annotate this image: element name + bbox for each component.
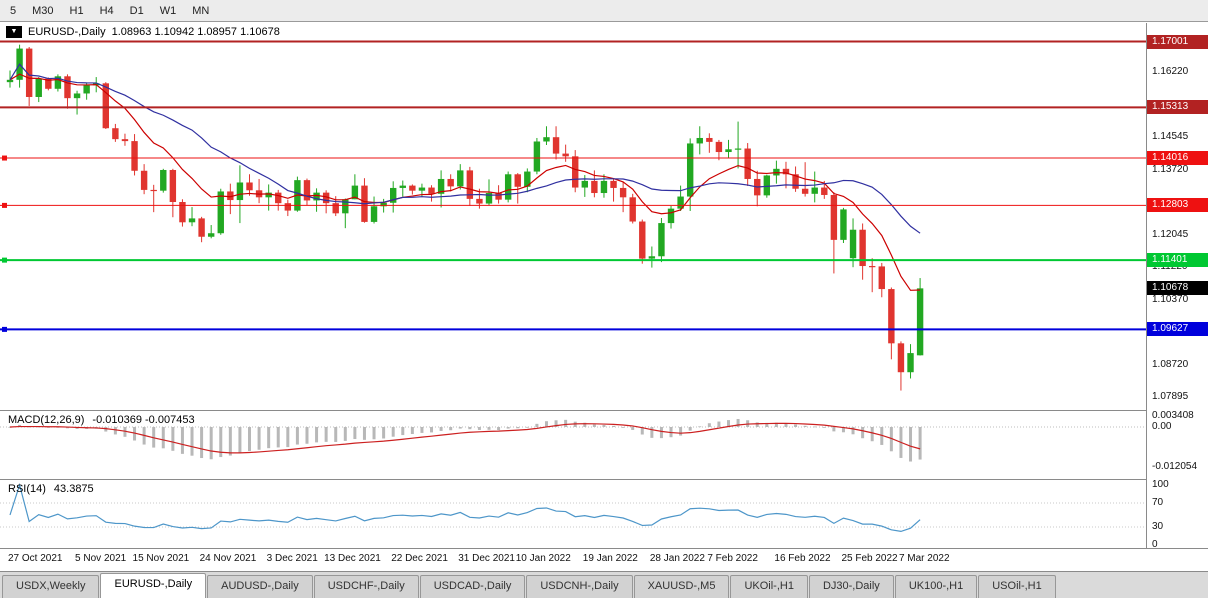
ohlc-values: 1.08963 1.10942 1.08957 1.10678 xyxy=(111,26,280,38)
moving-averages xyxy=(9,63,921,291)
rsi-axis-label: 0 xyxy=(1152,539,1158,550)
timeframe-button-h4[interactable]: H4 xyxy=(99,4,114,17)
date-axis-label: 13 Dec 2021 xyxy=(324,553,381,564)
timeframe-button-mn[interactable]: MN xyxy=(192,4,210,17)
price-level-badge-1.17001: 1.17001 xyxy=(1147,34,1208,49)
date-axis-label: 16 Feb 2022 xyxy=(774,553,831,564)
rsi-name: RSI(14) xyxy=(8,483,46,495)
rsi-pane[interactable] xyxy=(0,480,1146,548)
chart-tab-ukoil-h1[interactable]: UKOil-,H1 xyxy=(730,575,808,598)
chart-tab-audusd-daily[interactable]: AUDUSD-,Daily xyxy=(207,575,313,598)
timeframe-button-d1[interactable]: D1 xyxy=(129,4,144,17)
chart-tab-usdcad-daily[interactable]: USDCAD-,Daily xyxy=(419,575,526,598)
macd-label: MACD(12,26,9) -0.010369 -0.007453 xyxy=(8,414,195,426)
date-axis-label: 10 Jan 2022 xyxy=(515,553,571,564)
candlesticks xyxy=(6,44,924,391)
line-anchor-marker[interactable] xyxy=(2,202,7,208)
line-anchor-marker[interactable] xyxy=(2,257,7,263)
date-axis-label: 28 Jan 2022 xyxy=(649,553,705,564)
rsi-label: RSI(14) 43.3875 xyxy=(8,483,94,495)
date-axis-label: 25 Feb 2022 xyxy=(841,553,898,564)
date-axis-label: 5 Nov 2021 xyxy=(75,553,127,564)
macd-axis-label: -0.012054 xyxy=(1152,460,1198,472)
date-axis-label: 27 Oct 2021 xyxy=(8,553,63,564)
timeframe-button-h1[interactable]: H1 xyxy=(69,4,84,17)
date-axis-label: 3 Dec 2021 xyxy=(266,553,318,564)
date-axis-label: 22 Dec 2021 xyxy=(391,553,448,564)
price-axis-label: 1.10370 xyxy=(1152,294,1189,306)
chart-tab-dj30-daily[interactable]: DJ30-,Daily xyxy=(808,575,894,598)
macd-pane[interactable] xyxy=(0,411,1146,479)
price-level-badge-1.15313: 1.15313 xyxy=(1147,100,1208,115)
price-level-badge-1.14016: 1.14016 xyxy=(1147,151,1208,166)
price-level-badge-1.12803: 1.12803 xyxy=(1147,198,1208,213)
symbol-period-label: EURUSD-,Daily xyxy=(28,26,106,38)
macd-axis-label: 0.003408 xyxy=(1152,409,1194,421)
price-axis-label: 1.13720 xyxy=(1152,163,1189,175)
date-axis-label: 19 Jan 2022 xyxy=(582,553,638,564)
price-level-badge-1.09627: 1.09627 xyxy=(1147,322,1208,337)
date-axis-label: 15 Nov 2021 xyxy=(132,553,190,564)
timeframe-button-5[interactable]: 5 xyxy=(10,4,17,17)
macd-name: MACD(12,26,9) xyxy=(8,414,85,426)
rsi-axis-label: 30 xyxy=(1152,521,1164,532)
rsi-axis-label: 100 xyxy=(1152,479,1169,490)
price-axis-label: 1.16220 xyxy=(1152,65,1189,77)
chart-tab-usdchf-daily[interactable]: USDCHF-,Daily xyxy=(313,575,419,598)
price-axis-label: 1.08720 xyxy=(1152,358,1189,370)
price-axis-label: 1.14545 xyxy=(1152,131,1189,143)
line-anchor-marker[interactable] xyxy=(2,155,7,161)
pane-divider[interactable] xyxy=(0,410,1208,411)
pane-divider xyxy=(0,548,1208,549)
price-axis-label: 1.07895 xyxy=(1152,391,1189,402)
timeframe-toolbar: 5 M30 H1 H4 D1 W1 MN xyxy=(0,0,1208,22)
rsi-axis-label: 70 xyxy=(1152,497,1164,508)
macd-signal-line xyxy=(9,422,921,454)
price-axis-label: 1.12045 xyxy=(1152,228,1189,240)
date-axis-label: 7 Feb 2022 xyxy=(707,553,758,564)
rsi-value: 43.3875 xyxy=(53,483,94,495)
time-axis[interactable]: 27 Oct 2021 5 Nov 2021 15 Nov 2021 24 Nov 2… xyxy=(0,549,1208,571)
chart-tab-eurusd-daily[interactable]: EURUSD-,Daily xyxy=(100,573,207,598)
price-chart[interactable] xyxy=(0,23,1146,411)
rsi-line xyxy=(9,482,921,533)
chart-tabs-bar: USDX,Weekly EURUSD-,Daily AUDUSD-,Daily USD… xyxy=(0,571,1208,598)
macd-axis-label: 0.00 xyxy=(1152,421,1172,432)
date-axis-label: 31 Dec 2021 xyxy=(458,553,515,564)
line-anchor-marker[interactable] xyxy=(2,326,7,332)
chart-tab-usdx-weekly[interactable]: USDX,Weekly xyxy=(2,575,100,598)
price-axis[interactable]: 1.162201.145451.137201.120451.112201.103… xyxy=(1146,23,1208,550)
one-click-trading-arrow[interactable]: ▼ xyxy=(6,26,22,38)
chart-tab-usdcnh-daily[interactable]: USDCNH-,Daily xyxy=(526,575,633,598)
price-level-badge-1.11401: 1.11401 xyxy=(1147,253,1208,268)
pane-divider[interactable] xyxy=(0,479,1208,480)
chart-tab-xauusd-m5[interactable]: XAUUSD-,M5 xyxy=(633,575,730,598)
chart-title: ▼ EURUSD-,Daily 1.08963 1.10942 1.08957 … xyxy=(6,26,280,38)
timeframe-button-w1[interactable]: W1 xyxy=(159,4,177,17)
date-axis-label: 7 Mar 2022 xyxy=(898,553,950,564)
current-price-badge: 1.10678 xyxy=(1147,281,1208,296)
date-axis-label: 24 Nov 2021 xyxy=(199,553,257,564)
macd-values: -0.010369 -0.007453 xyxy=(92,414,195,426)
timeframe-button-m30[interactable]: M30 xyxy=(32,4,54,17)
chart-tab-uk100-h1[interactable]: UK100-,H1 xyxy=(894,575,978,598)
chart-tab-usoil-h1[interactable]: USOil-,H1 xyxy=(978,575,1056,598)
